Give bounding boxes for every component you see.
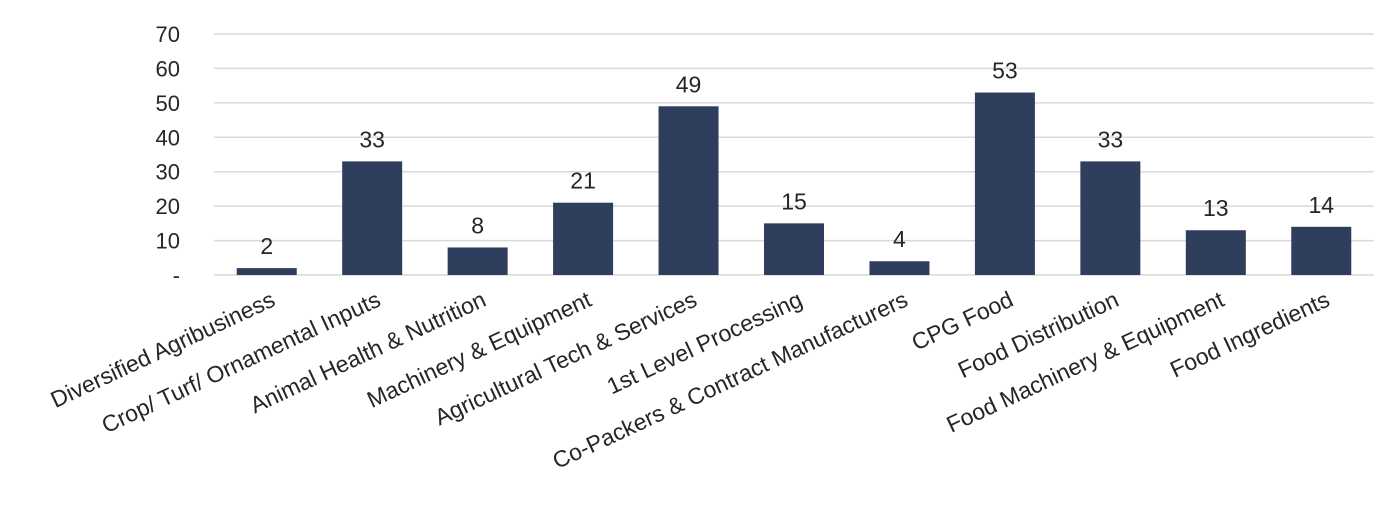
bar	[553, 202, 614, 275]
bar	[1185, 230, 1246, 275]
data-label: 4	[893, 226, 906, 252]
y-tick-label: 40	[156, 125, 180, 150]
category-label: Co-Packers & Contract Manufacturers	[548, 286, 911, 474]
y-tick-label: 60	[156, 56, 180, 81]
data-label: 49	[676, 71, 702, 97]
data-label: 14	[1308, 192, 1334, 218]
bar	[658, 106, 719, 275]
bars	[236, 92, 1352, 276]
bar	[342, 161, 403, 275]
y-tick-label: 10	[156, 229, 180, 254]
data-labels: 2 33 8 21 49 15 4 53 33 13 14	[260, 58, 1334, 260]
y-tick-label: -	[173, 263, 180, 288]
data-label: 13	[1203, 195, 1229, 221]
y-tick-label: 70	[156, 22, 180, 47]
data-label: 2	[260, 233, 273, 259]
bar	[236, 268, 297, 275]
data-label: 33	[359, 126, 385, 152]
data-label: 33	[1098, 126, 1124, 152]
y-tick-label: 50	[156, 91, 180, 116]
bar	[1080, 161, 1141, 275]
y-tick-label: 20	[156, 194, 180, 219]
data-label: 8	[471, 212, 484, 238]
bar	[974, 92, 1035, 276]
bar	[764, 223, 824, 275]
bar	[447, 247, 508, 275]
bar	[1291, 226, 1352, 275]
y-tick-label: 30	[156, 160, 180, 185]
data-label: 15	[781, 188, 807, 214]
y-axis-ticks: - 10 20 30 40 50 60 70	[156, 22, 180, 288]
gridlines	[214, 33, 1374, 276]
data-label: 53	[992, 58, 1018, 84]
bar	[869, 261, 930, 275]
data-label: 21	[570, 168, 596, 194]
